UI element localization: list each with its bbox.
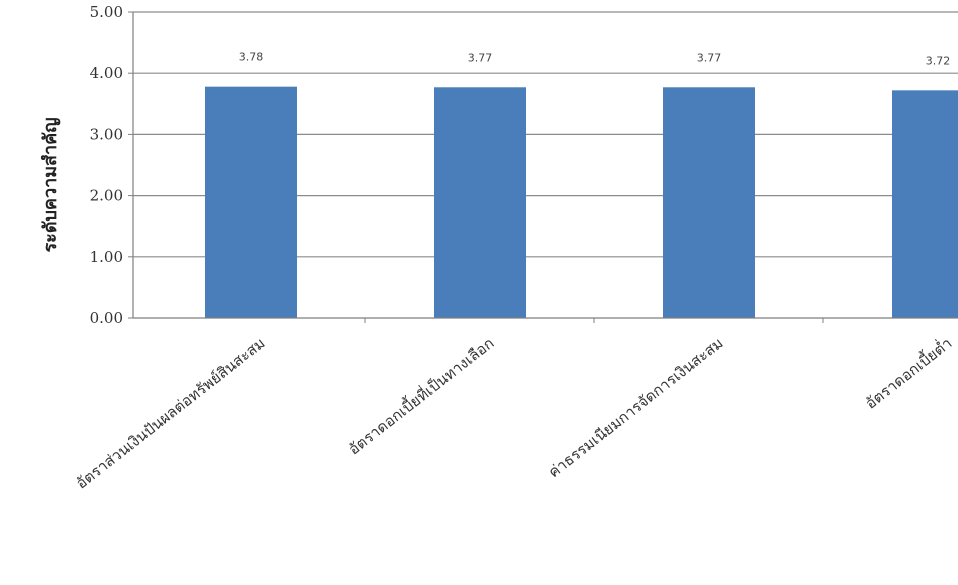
data-label: 3.77 (697, 51, 722, 64)
y-tick-label: 5.00 (90, 3, 123, 21)
axes (128, 11, 958, 323)
bar (434, 87, 526, 318)
bar (892, 90, 958, 318)
x-category-label: ค่าธรรมเนียมการจัดการเงินสะสม (545, 334, 727, 481)
y-tick-label: 3.00 (90, 125, 123, 143)
bar (205, 86, 297, 318)
x-category-label: อัตราดอกเบี้ยต่ำ (861, 332, 956, 412)
x-category-label: อัตราส่วนเงินปันผลต่อทรัพย์สินสะสม (73, 334, 269, 493)
y-tick-label: 4.00 (90, 64, 123, 82)
y-tick-label: 1.00 (90, 248, 123, 266)
data-label: 3.72 (926, 54, 951, 67)
y-tick-label: 0.00 (90, 309, 123, 327)
data-label: 3.77 (468, 51, 493, 64)
data-label: 3.78 (239, 51, 264, 64)
y-tick-label: 2.00 (90, 187, 123, 205)
bar (663, 87, 755, 318)
x-category-label: อัตราดอกเบี้ยที่เป็นทางเลือก (344, 332, 498, 458)
y-axis-label: ระดับความสำคัญ (40, 117, 61, 252)
bars (205, 86, 958, 318)
